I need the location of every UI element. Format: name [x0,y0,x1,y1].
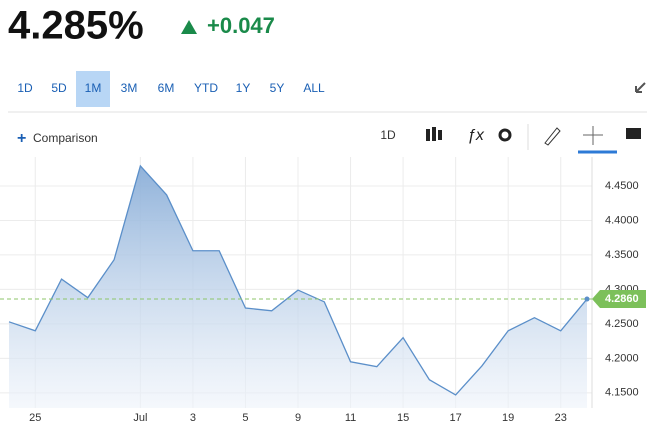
y-tick-label: 4.1500 [605,387,639,399]
range-button[interactable]: YTD [194,81,218,95]
settings-icon[interactable] [498,128,512,142]
range-button[interactable]: ALL [303,81,325,95]
expand-icon[interactable] [635,82,646,93]
active-range [76,71,110,107]
crosshair-icon[interactable] [583,126,603,145]
last-value-tag [592,290,646,309]
comment-icon[interactable] [626,128,641,139]
line [8,164,588,396]
comparison-button[interactable]: Comparison [33,131,98,145]
interval-button[interactable]: 1D [380,128,396,142]
range-button[interactable]: 5D [51,81,67,95]
x-tick-label: 19 [502,412,514,424]
price: 4.285% [8,4,144,48]
last-point [584,296,590,302]
x-tick-label: 11 [345,412,356,424]
x-tick-label: 23 [555,412,567,424]
x-tick-label: 25 [29,412,41,424]
range-button[interactable]: 6M [158,81,175,95]
x-tick-label: 3 [190,412,196,424]
draw-icon[interactable] [544,127,561,146]
y-tick-label: 4.2500 [605,318,639,330]
range-button[interactable]: 1Y [236,81,251,95]
x-tick-label: 15 [397,412,409,424]
x-tick-label: Jul [133,412,147,424]
x-tick-label: 17 [450,412,462,424]
up-arrow [181,20,197,34]
y-tick-label: 4.4500 [605,180,639,192]
range-button[interactable]: 3M [121,81,138,95]
candle-icon[interactable] [426,127,442,141]
x-tick-label: 9 [295,412,301,424]
y-tick-label: 4.3500 [605,249,639,261]
range-button[interactable]: 5Y [270,81,285,95]
indicator-icon[interactable]: ƒx [467,127,485,144]
last-value-label: 4.2860 [605,293,639,305]
range-button[interactable]: 1D [17,81,33,95]
area [9,165,587,408]
y-tick-label: 4.4000 [605,214,639,226]
range-button[interactable]: 1M [85,81,102,95]
y-tick-label: 4.2000 [605,352,639,364]
change: +0.047 [207,13,275,38]
x-tick-label: 5 [242,412,248,424]
plus-icon: + [17,130,26,147]
